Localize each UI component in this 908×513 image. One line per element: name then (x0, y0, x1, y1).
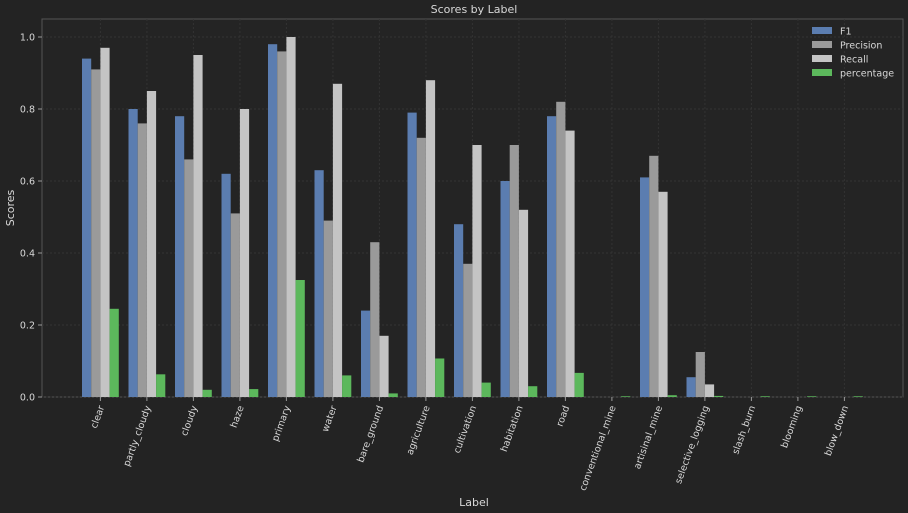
legend-label-percentage: percentage (840, 69, 894, 80)
legend-swatch-recall (812, 55, 832, 62)
legend: F1 Precision Recall percentage (812, 27, 894, 80)
bar-f1-bare_ground (361, 310, 371, 397)
y-tick-label: 0.0 (20, 393, 35, 404)
bar-percentage-partly_cloudy (156, 374, 166, 397)
bar-percentage-habitation (528, 386, 538, 397)
bar-precision-selective_logging (695, 352, 705, 397)
bar-percentage-water (342, 375, 352, 397)
legend-label-recall: Recall (840, 55, 868, 66)
y-axis-label: Scores (4, 189, 17, 226)
bar-f1-habitation (500, 181, 510, 397)
bar-precision-partly_cloudy (137, 123, 147, 398)
bar-f1-primary (268, 44, 278, 397)
bar-recall-water (332, 83, 343, 398)
bar-precision-road (556, 101, 566, 398)
bar-recall-road (565, 130, 575, 397)
bar-f1-selective_logging (686, 377, 696, 397)
bar-percentage-road (574, 372, 584, 397)
bar-recall-partly_cloudy (146, 91, 157, 397)
bar-recall-cloudy (193, 55, 203, 397)
bar-percentage-cultivation (481, 382, 491, 397)
bar-percentage-bare_ground (388, 393, 398, 397)
bar-percentage-selective_logging (714, 395, 724, 397)
bar-f1-haze (221, 173, 231, 397)
bar-percentage-agriculture (435, 358, 445, 397)
bar-f1-partly_cloudy (128, 109, 138, 397)
bar-f1-cultivation (454, 224, 464, 397)
legend-label-precision: Precision (840, 41, 882, 52)
bar-precision-water (323, 220, 333, 397)
bar-f1-cloudy (175, 116, 185, 397)
bar-recall-clear (100, 47, 110, 398)
bar-recall-bare_ground (379, 335, 389, 397)
bar-precision-bare_ground (370, 242, 380, 397)
y-tick-label: 0.4 (20, 249, 35, 260)
bar-precision-habitation (509, 145, 519, 397)
bar-precision-agriculture (416, 137, 426, 398)
bar-percentage-blow_down (853, 396, 863, 397)
bar-percentage-slash_burn (760, 396, 770, 397)
y-tick-label: 1.0 (20, 33, 35, 44)
y-tick-label: 0.8 (20, 105, 35, 116)
bar-percentage-clear (109, 308, 119, 397)
bar-f1-artisinal_mine (640, 177, 650, 397)
bar-percentage-haze (249, 389, 259, 397)
bar-f1-clear (82, 58, 92, 397)
legend-swatch-f1 (812, 27, 832, 34)
bar-precision-cultivation (463, 263, 473, 397)
legend-label-f1: F1 (840, 27, 852, 38)
bar-percentage-blooming (807, 396, 817, 397)
x-axis-label: Label (459, 496, 489, 509)
legend-swatch-percentage (812, 69, 832, 76)
chart-title: Scores by Label (431, 3, 518, 16)
bar-recall-agriculture (425, 80, 436, 397)
bar-recall-primary (286, 37, 296, 397)
bar-percentage-cloudy (202, 389, 212, 397)
bar-percentage-primary (295, 280, 305, 397)
bar-percentage-conventional_mine (621, 396, 631, 397)
bar-percentage-artisinal_mine (667, 395, 677, 397)
bar-precision-clear (91, 69, 101, 398)
bar-recall-cultivation (472, 145, 482, 397)
bar-f1-agriculture (407, 112, 417, 397)
bar-recall-selective_logging (704, 384, 715, 397)
bar-precision-haze (230, 213, 240, 397)
y-tick-label: 0.2 (20, 321, 35, 332)
bar-recall-habitation (518, 209, 529, 397)
bar-precision-cloudy (184, 159, 194, 397)
bar-precision-primary (277, 51, 287, 398)
y-tick-label: 0.6 (20, 177, 35, 188)
bar-f1-water (314, 170, 324, 397)
bar-recall-haze (239, 109, 250, 397)
legend-swatch-precision (812, 41, 832, 48)
bar-f1-road (547, 116, 557, 397)
bar-precision-artisinal_mine (649, 155, 659, 397)
bar-recall-artisinal_mine (658, 191, 668, 397)
